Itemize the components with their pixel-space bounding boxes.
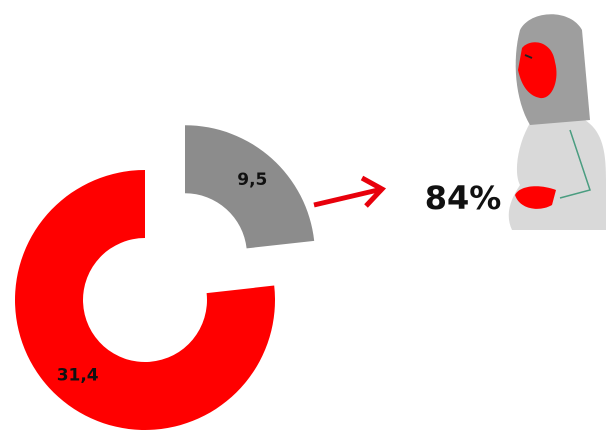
value-label: 31,4 xyxy=(57,365,99,385)
donut-slice xyxy=(15,170,275,430)
arrow xyxy=(313,175,387,208)
donut-slice xyxy=(184,125,315,249)
pregnant-woman-illustration xyxy=(508,14,606,230)
value-label: 9,5 xyxy=(237,170,267,190)
annotation: 84% xyxy=(425,179,502,217)
